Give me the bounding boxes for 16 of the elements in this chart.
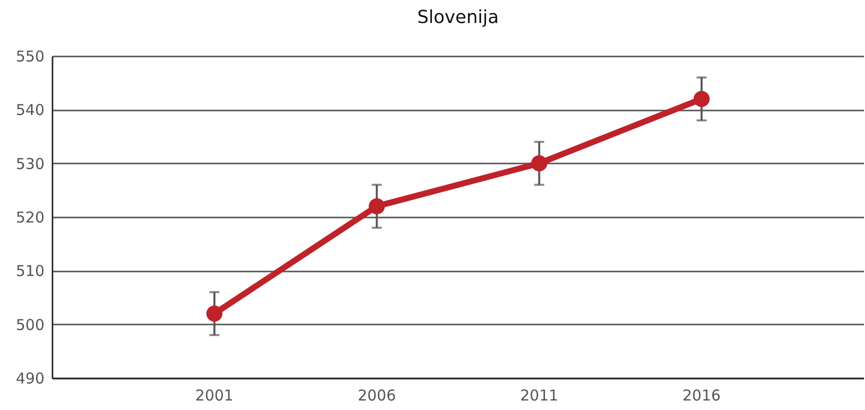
point — [206, 306, 222, 322]
x-tick-label: 2011 — [520, 386, 558, 404]
y-tick-label: 540 — [16, 101, 44, 120]
y-tick-label: 530 — [16, 154, 44, 173]
y-tick-label: 500 — [16, 316, 44, 334]
point — [531, 155, 548, 172]
x-tick-label: 2016 — [682, 386, 721, 404]
x-tick-label: 2006 — [358, 386, 396, 404]
y-tick-label: 550 — [16, 48, 44, 66]
y-tick-label: 520 — [16, 208, 44, 226]
y-tick-label: 490 — [16, 370, 44, 388]
y-tick-label: 510 — [16, 262, 44, 280]
x-tick-label: 2001 — [195, 386, 234, 404]
chart-title: Slovenija — [417, 7, 499, 28]
point — [694, 90, 710, 107]
point — [368, 198, 385, 214]
